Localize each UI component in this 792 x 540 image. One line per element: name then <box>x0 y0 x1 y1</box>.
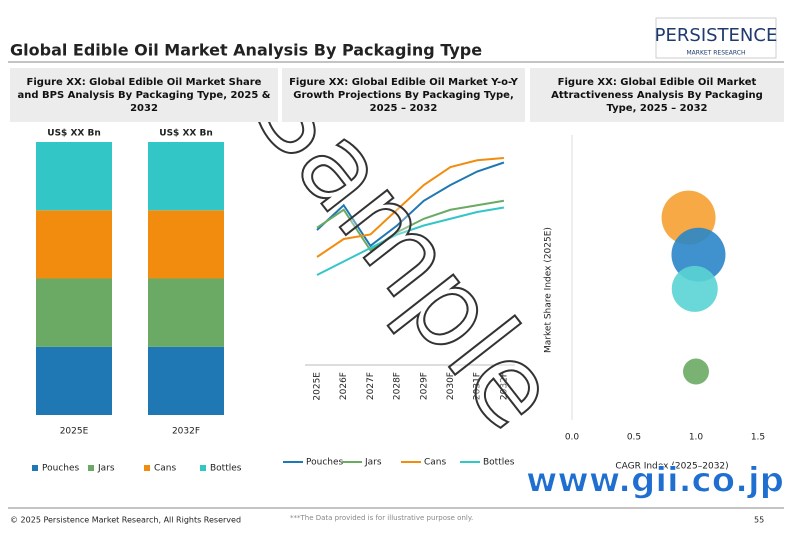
page-number: 55 <box>754 516 764 525</box>
x-tick-label: 2027F <box>366 372 376 400</box>
panel-heading: Figure XX: Global Edible Oil Market Shar… <box>10 68 278 122</box>
logo-box <box>655 17 777 59</box>
x-tick-label: 2032F <box>499 372 509 400</box>
bar-segment <box>36 278 112 347</box>
bar-segment <box>36 346 112 415</box>
legend-label: Pouches <box>42 464 80 474</box>
x-tick-label: 2031F <box>473 372 483 400</box>
total-label: US$ XX Bn <box>159 129 212 139</box>
legend-label: Jars <box>364 458 382 468</box>
total-label: US$ XX Bn <box>47 129 100 139</box>
logo: PERSISTENCE <box>655 25 778 46</box>
legend-label: Cans <box>424 458 447 468</box>
series-line <box>316 206 505 276</box>
panel-heading: Figure XX: Global Edible Oil Market Attr… <box>530 68 784 122</box>
x-tick-label: 2028F <box>393 372 403 400</box>
legend-swatch <box>32 465 38 471</box>
legend-label: Bottles <box>483 458 515 468</box>
bubble <box>683 358 709 385</box>
legend-label: Jars <box>97 464 115 474</box>
logo-sub: MARKET RESEARCH <box>687 50 746 57</box>
x-tick-label: 0.5 <box>627 433 641 443</box>
x-tick-label: 1.0 <box>689 433 704 443</box>
x-tick-label: 2026F <box>339 372 349 400</box>
x-tick-label: 2030F <box>446 372 456 400</box>
x-axis-label: CAGR Index (2025–2032) <box>615 462 728 472</box>
bar-segment <box>148 210 224 279</box>
note: ***The Data provided is for illustrative… <box>290 514 473 522</box>
bar-segment <box>148 346 224 415</box>
legend-label: Bottles <box>210 464 242 474</box>
bar-segment <box>148 278 224 347</box>
legend-label: Cans <box>154 464 177 474</box>
series-line <box>316 161 505 248</box>
series-line <box>316 157 504 258</box>
series-line <box>316 199 505 252</box>
x-tick-label: 2025E <box>313 372 323 401</box>
bar-segment <box>148 142 224 211</box>
legend-label: Pouches <box>306 458 344 468</box>
x-tick-label: 1.5 <box>751 433 765 443</box>
bubble <box>671 265 718 312</box>
x-tick-label: 2025E <box>60 427 89 437</box>
panel-heading: Figure XX: Global Edible Oil Market Y-o-… <box>282 68 525 122</box>
copyright: © 2025 Persistence Market Research, All … <box>10 516 241 525</box>
x-tick-label: 2029F <box>419 372 429 400</box>
bar-segment <box>36 142 112 211</box>
x-tick-label: 2032F <box>172 427 200 437</box>
bar-segment <box>36 210 112 279</box>
x-tick-label: 0.0 <box>565 433 580 443</box>
legend-swatch <box>144 465 150 471</box>
legend-swatch <box>88 465 94 471</box>
slide-title: Global Edible Oil Market Analysis By Pac… <box>10 41 482 60</box>
y-axis-label: Market Share Index (2025E) <box>544 227 554 353</box>
legend-swatch <box>200 465 206 471</box>
stamp: www.gii.co.jp <box>526 461 784 501</box>
